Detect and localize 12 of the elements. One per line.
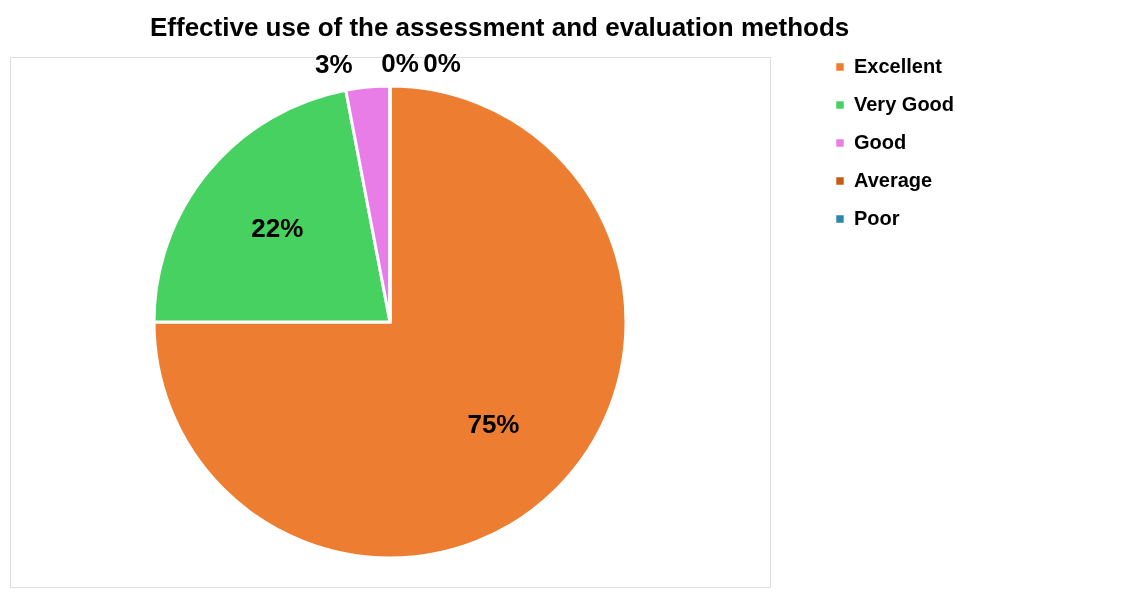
legend-label: Good xyxy=(854,131,907,153)
pie-slice xyxy=(152,84,628,560)
text: 0% xyxy=(381,48,419,78)
chart-title: Effective use of the assessment and evaluation methods xyxy=(150,12,850,42)
legend-label: Poor xyxy=(854,207,900,229)
legend-label: Average xyxy=(854,169,933,191)
data-label: 75% xyxy=(467,409,520,440)
data-label: 3% xyxy=(314,49,353,80)
legend-label: Very Good xyxy=(854,93,955,115)
legend-label: Excellent xyxy=(854,55,943,77)
data-label: 22% xyxy=(251,212,304,243)
text: 0% xyxy=(423,48,461,78)
